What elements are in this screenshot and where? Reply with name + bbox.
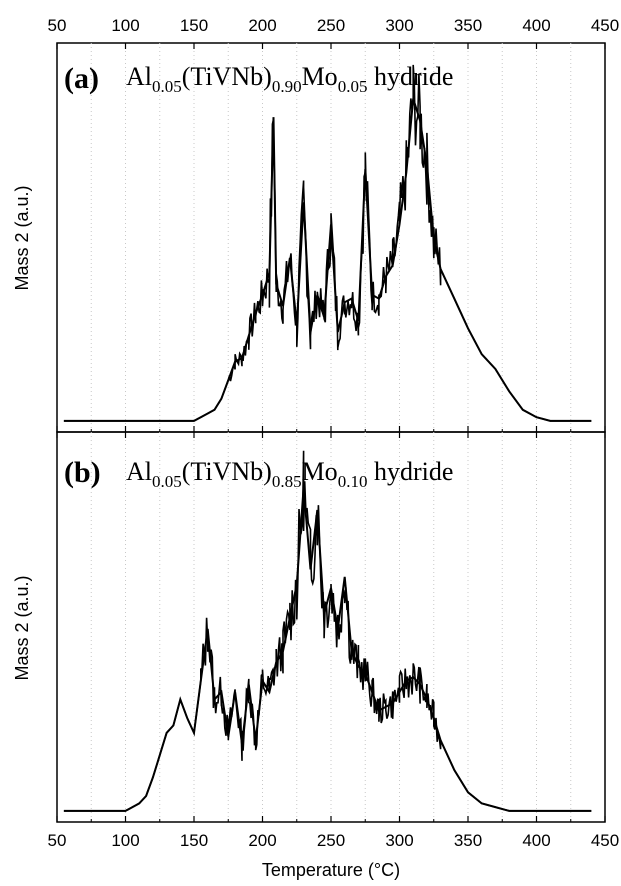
bottom-tick-label: 250 bbox=[317, 831, 345, 850]
series-noise-path bbox=[63, 64, 592, 422]
panel-b-ylabel: Mass 2 (a.u.) bbox=[12, 575, 32, 680]
panel-a-title-base: Al bbox=[126, 62, 152, 91]
panel-a-noise bbox=[63, 64, 592, 422]
bottom-tick-label: 150 bbox=[180, 831, 208, 850]
top-tick-label: 150 bbox=[180, 16, 208, 35]
panel-b-noise bbox=[63, 450, 592, 812]
top-tick-label: 100 bbox=[111, 16, 139, 35]
panel-b: (b) Al0.05(TiVNb)0.85Mo0.10 hydride Mass… bbox=[12, 431, 606, 823]
top-axis-ticks: 50 100 150 200 250 300 350 400 450 bbox=[48, 16, 620, 35]
panel-b-title-base: Al bbox=[126, 457, 152, 486]
series-noise-path bbox=[63, 450, 592, 812]
panel-a-title-sub3: 0.05 bbox=[338, 77, 368, 96]
panel-b-title: Al0.05(TiVNb)0.85Mo0.10 hydride bbox=[126, 457, 453, 491]
bottom-tick-label: 300 bbox=[385, 831, 413, 850]
x-axis-title: Temperature (°C) bbox=[262, 860, 400, 880]
panel-b-title-el: Mo bbox=[302, 457, 338, 486]
panel-b-title-mid: (TiVNb) bbox=[182, 457, 272, 486]
panel-a-gridlines bbox=[56, 43, 606, 432]
panel-b-gridlines bbox=[56, 432, 606, 822]
panel-a-letter: (a) bbox=[64, 62, 99, 95]
panel-b-title-sub2: 0.85 bbox=[272, 472, 302, 491]
top-tick-label: 300 bbox=[385, 16, 413, 35]
panel-a-title: Al0.05(TiVNb)0.90Mo0.05 hydride bbox=[126, 62, 453, 96]
panel-a-ylabel: Mass 2 (a.u.) bbox=[12, 185, 32, 290]
panel-a: (a) Al0.05(TiVNb)0.90Mo0.05 hydride Mass… bbox=[12, 42, 606, 433]
bottom-tick-label: 400 bbox=[522, 831, 550, 850]
panel-b-title-tail: hydride bbox=[367, 457, 453, 486]
bottom-tick-label: 350 bbox=[454, 831, 482, 850]
top-tick-label: 200 bbox=[248, 16, 276, 35]
bottom-axis-ticks: 50 100 150 200 250 300 350 400 450 bbox=[48, 831, 620, 850]
panel-a-title-mid: (TiVNb) bbox=[182, 62, 272, 91]
panel-a-title-el: Mo bbox=[302, 62, 338, 91]
top-tick-label: 350 bbox=[454, 16, 482, 35]
panel-b-title-sub1: 0.05 bbox=[152, 472, 182, 491]
panel-b-series-line bbox=[63, 487, 592, 812]
bottom-tick-label: 100 bbox=[111, 831, 139, 850]
panel-b-frame bbox=[56, 431, 606, 823]
bottom-tick-label: 50 bbox=[48, 831, 67, 850]
panel-a-title-tail: hydride bbox=[367, 62, 453, 91]
top-tick-label: 400 bbox=[522, 16, 550, 35]
panel-b-letter: (b) bbox=[64, 456, 101, 489]
top-tick-label: 50 bbox=[48, 16, 67, 35]
panel-a-title-sub1: 0.05 bbox=[152, 77, 182, 96]
top-tick-label: 250 bbox=[317, 16, 345, 35]
panel-a-title-sub2: 0.90 bbox=[272, 77, 302, 96]
bottom-tick-label: 200 bbox=[248, 831, 276, 850]
bottom-tick-label: 450 bbox=[591, 831, 619, 850]
top-tick-label: 450 bbox=[591, 16, 619, 35]
panel-b-title-sub3: 0.10 bbox=[338, 472, 368, 491]
